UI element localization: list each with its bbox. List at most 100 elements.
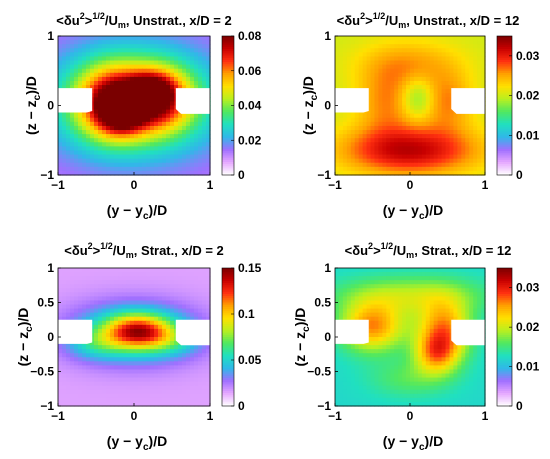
heatmap-cell	[202, 312, 207, 318]
panel-title: <δu2>1/2/Um, Strat., x/D = 2	[64, 241, 224, 260]
heatmap-cell	[110, 320, 115, 326]
heatmap-cell	[154, 40, 159, 45]
heatmap-cell	[346, 85, 352, 90]
heatmap-cell	[417, 166, 423, 172]
colorbar-segment	[222, 343, 234, 347]
heatmap-cell	[194, 268, 199, 273]
heatmap-cell	[58, 158, 63, 164]
heatmap-cell	[58, 56, 63, 62]
heatmap-cell	[413, 48, 419, 53]
heatmap-cell	[174, 130, 179, 135]
heatmap-cell	[142, 56, 147, 62]
heatmap-cell	[413, 166, 419, 172]
heatmap-cell	[378, 324, 383, 330]
heatmap-cell	[429, 272, 435, 277]
heatmap-cell	[110, 292, 115, 298]
heatmap-cell	[206, 381, 211, 387]
heatmap-cell	[166, 60, 171, 66]
heatmap-cell	[146, 158, 151, 164]
heatmap-cell	[118, 56, 123, 62]
heatmap-cell	[378, 341, 383, 346]
heatmap-cell	[335, 72, 340, 78]
heatmap-cell	[62, 52, 67, 58]
heatmap-cell	[402, 109, 407, 115]
heatmap-cell	[342, 40, 348, 45]
colorbar-segment	[222, 362, 234, 366]
heatmap-cell	[457, 288, 462, 293]
heatmap-cell	[170, 292, 175, 298]
heatmap-cell	[134, 158, 139, 164]
colorbar-segment	[222, 304, 234, 308]
heatmap-cell	[98, 166, 103, 172]
heatmap-cell	[382, 48, 387, 53]
heatmap-cell	[178, 60, 183, 66]
heatmap-cell	[342, 300, 348, 306]
heatmap-cell	[421, 56, 427, 62]
heatmap-cell	[469, 162, 474, 168]
heatmap-cell	[90, 357, 95, 362]
heatmap-cell	[445, 162, 451, 168]
heatmap-cell	[465, 154, 470, 160]
heatmap-cell	[142, 353, 147, 358]
heatmap-cell	[421, 316, 427, 322]
heatmap-cell	[386, 93, 391, 98]
heatmap-cell	[178, 280, 183, 285]
heatmap-cell	[417, 56, 423, 62]
heatmap-cell	[170, 109, 175, 115]
heatmap-cell	[158, 166, 163, 172]
heatmap-cell	[417, 284, 423, 289]
heatmap-cell	[122, 101, 127, 107]
heatmap-cell	[142, 130, 147, 135]
heatmap-cell	[421, 296, 427, 302]
heatmap-cell	[82, 44, 87, 49]
heatmap-cell	[445, 337, 451, 342]
heatmap-cell	[370, 117, 376, 123]
heatmap-cell	[481, 138, 486, 143]
heatmap-cell	[386, 113, 391, 119]
heatmap-cell	[142, 284, 147, 289]
heatmap-cell	[394, 150, 399, 156]
colorbar-segment	[497, 118, 512, 122]
heatmap-cell	[138, 272, 143, 277]
heatmap-cell	[390, 48, 395, 53]
heatmap-cell	[110, 357, 115, 362]
heatmap-cell	[102, 357, 107, 362]
heatmap-cell	[441, 349, 447, 354]
heatmap-cell	[437, 134, 443, 139]
heatmap-cell	[70, 146, 75, 152]
heatmap-cell	[106, 337, 111, 342]
heatmap-cell	[130, 105, 135, 111]
heatmap-cell	[62, 397, 67, 403]
heatmap-cell	[110, 76, 115, 82]
heatmap-cell	[350, 312, 356, 318]
heatmap-cell	[362, 349, 368, 354]
heatmap-cell	[142, 369, 147, 375]
heatmap-cell	[110, 316, 115, 322]
heatmap-cell	[402, 85, 407, 90]
heatmap-cell	[170, 64, 175, 70]
y-tick-label: 0	[47, 330, 54, 344]
heatmap-cell	[106, 93, 111, 98]
heatmap-cell	[58, 138, 63, 143]
heatmap-cell	[70, 349, 75, 354]
heatmap-cell	[429, 130, 435, 135]
heatmap-cell	[138, 353, 143, 358]
colorbar-segment	[222, 103, 234, 106]
heatmap-cell	[453, 60, 458, 66]
heatmap-cell	[378, 312, 383, 318]
heatmap-cell	[122, 357, 127, 362]
heatmap-cell	[62, 162, 67, 168]
heatmap-cell	[90, 300, 95, 306]
heatmap-cell	[433, 109, 439, 115]
heatmap-cell	[162, 97, 167, 103]
heatmap-cell	[417, 268, 423, 273]
heatmap-cell	[138, 389, 143, 395]
heatmap-cell	[390, 60, 395, 66]
heatmap-cell	[473, 36, 478, 41]
heatmap-cell	[146, 150, 151, 156]
heatmap-cell	[162, 72, 167, 78]
heatmap-cell	[473, 280, 478, 285]
colorbar-tick-label: 0	[516, 168, 523, 182]
heatmap-cell	[110, 284, 115, 289]
heatmap-cell	[142, 328, 147, 334]
